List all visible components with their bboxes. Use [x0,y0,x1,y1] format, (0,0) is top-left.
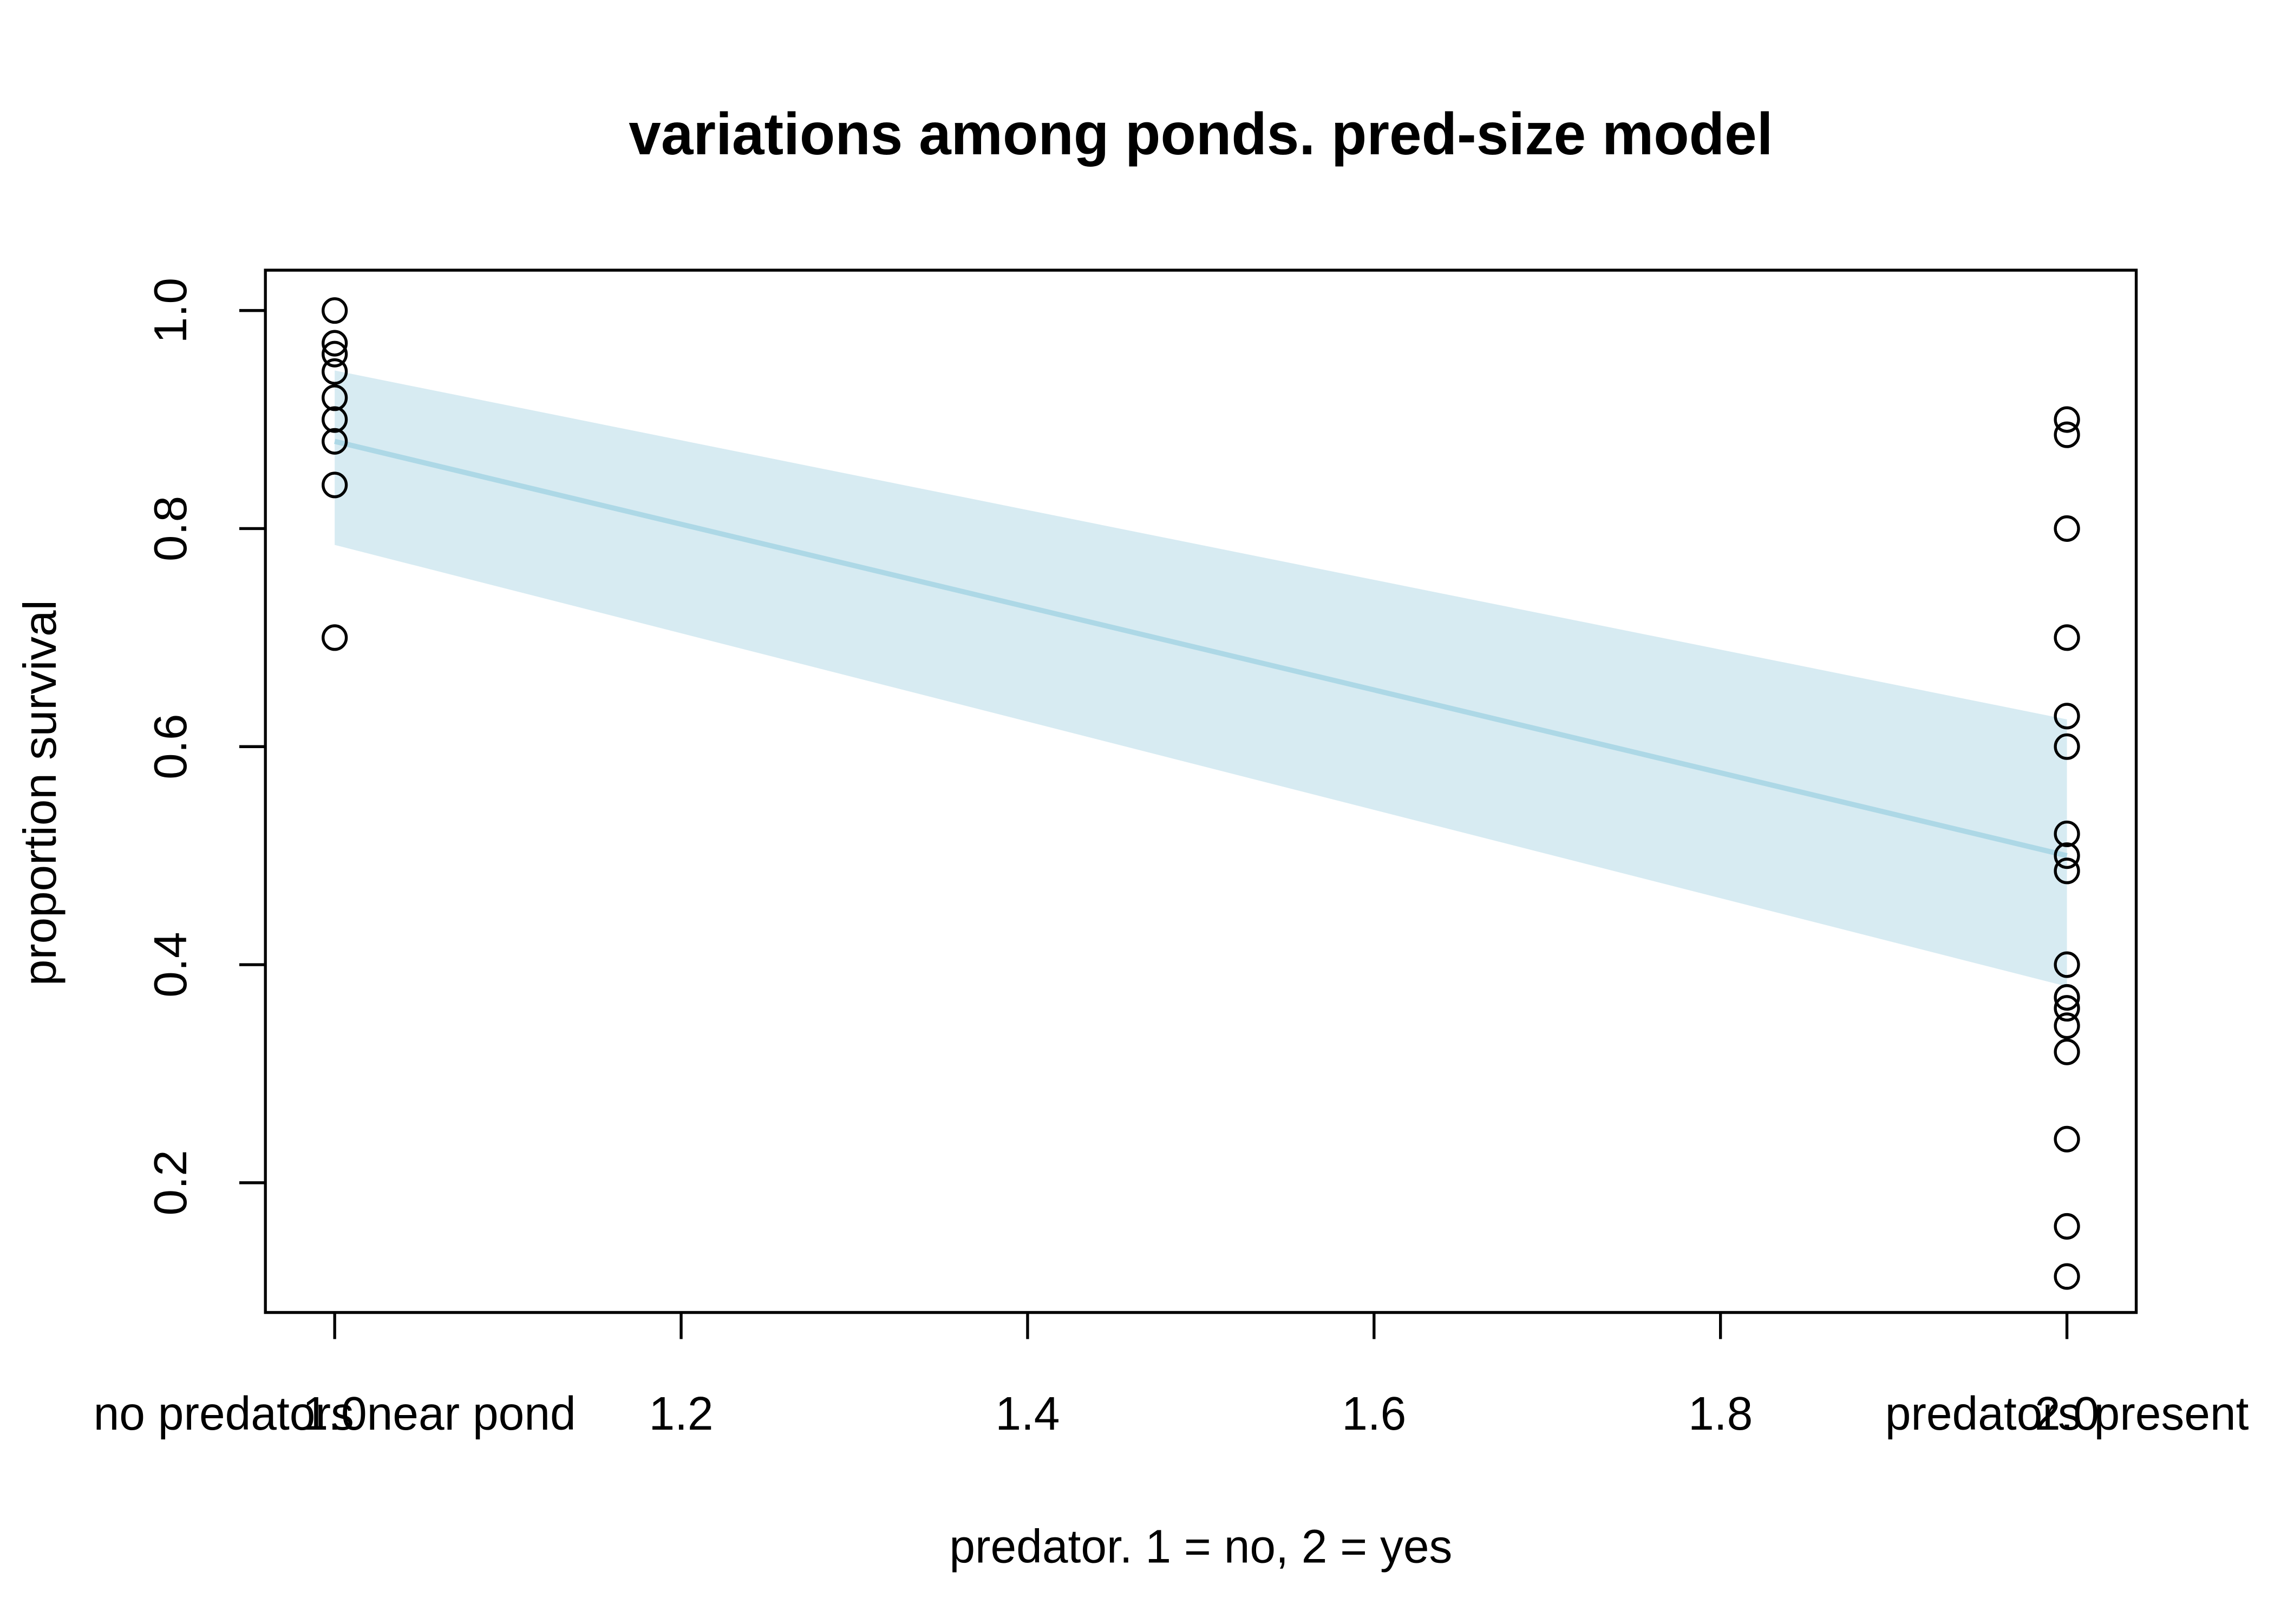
data-point [322,428,348,455]
data-point [2054,624,2080,651]
data-point [2054,995,2080,1022]
data-point [2054,857,2080,885]
data-point [322,472,348,499]
chart-title: variations among ponds. pred-size model [629,101,1773,167]
confidence-band [335,370,2067,987]
data-point [322,406,348,433]
data-point [322,624,348,651]
data-point [2054,1125,2080,1152]
y-tick-label: 0.6 [145,714,197,780]
plot-frame [264,269,2138,1314]
y-tick-label: 0.8 [145,496,197,561]
data-point [322,384,348,411]
x-tick-label: 1.0 [303,1388,367,1440]
annotation: no predators near pond [94,1388,576,1440]
data-point [322,358,348,385]
data-point [2054,703,2080,730]
y-axis-title: proportion survival [15,600,66,986]
data-point [2054,842,2080,869]
data-point [2054,515,2080,542]
data-point [322,330,348,357]
annotation: predators present [1885,1388,2249,1440]
mean-line [334,438,2068,859]
data-point [2054,951,2080,978]
data-point [2054,1263,2080,1290]
data-point [2054,820,2080,847]
data-point [2054,1038,2080,1065]
x-axis-title: predator. 1 = no, 2 = yes [949,1521,1452,1573]
x-tick-label: 1.4 [995,1388,1060,1440]
data-point [2054,406,2080,433]
data-point [2054,421,2080,448]
data-point [2054,984,2080,1011]
x-tick-label: 1.6 [1342,1388,1406,1440]
x-tick-label: 1.2 [649,1388,713,1440]
x-tick-label: 2.0 [2035,1388,2099,1440]
y-tick-label: 0.4 [145,932,197,997]
y-tick-label: 1.0 [145,278,197,343]
data-point [322,340,348,368]
data-point [2054,1012,2080,1039]
x-tick-label: 1.8 [1688,1388,1753,1440]
data-point [2054,1213,2080,1240]
data-point [2054,733,2080,760]
data-point [322,297,348,324]
y-tick-label: 0.2 [145,1150,197,1215]
